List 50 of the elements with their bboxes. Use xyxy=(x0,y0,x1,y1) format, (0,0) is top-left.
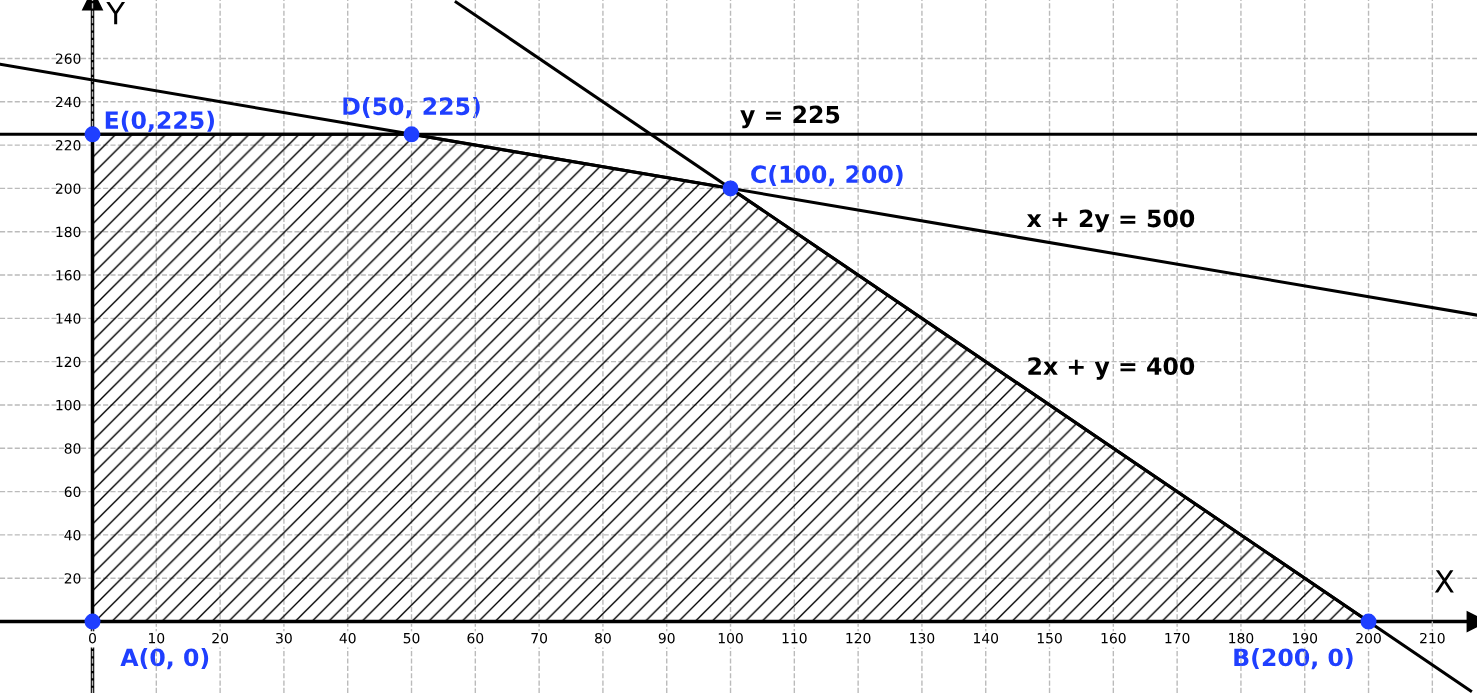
x-tick-label: 40 xyxy=(339,632,356,644)
y-tick-label: 80 xyxy=(64,443,81,454)
x-tick-label: 80 xyxy=(595,632,611,644)
x-tick-label: 90 xyxy=(658,632,675,644)
point xyxy=(403,126,420,143)
y-tick-label: 220 xyxy=(55,140,81,151)
data-label: E(0,225) xyxy=(105,110,214,133)
x-tick-label: 120 xyxy=(846,632,871,644)
y-tick-label: 200 xyxy=(55,183,81,194)
annotation: x + 2y = 500 xyxy=(1026,209,1195,233)
y-tick-label: 180 xyxy=(56,226,81,238)
x-tick-label: 60 xyxy=(467,632,484,644)
y-tick-label: 260 xyxy=(55,53,81,64)
point xyxy=(84,126,101,143)
point xyxy=(1360,613,1377,630)
x-tick-label: 20 xyxy=(212,632,229,644)
annotation: 2x + y = 400 xyxy=(1028,357,1195,380)
y-tick-label: 240 xyxy=(55,96,81,108)
x-tick-label: 150 xyxy=(1037,632,1062,644)
y-tick-label: 100 xyxy=(56,399,81,411)
x-tick-label: 180 xyxy=(1229,632,1254,644)
x-tick-label: 30 xyxy=(276,632,292,644)
y-tick-label: 60 xyxy=(64,486,81,498)
point xyxy=(722,180,739,197)
x-tick-label: 100 xyxy=(718,632,743,644)
data-label: A(0, 0) xyxy=(120,648,209,670)
x-tick-label: 160 xyxy=(1101,632,1126,644)
x-tick-label: 70 xyxy=(531,632,548,644)
data-label: D(50, 225) xyxy=(343,96,480,119)
x-tick-label: 200 xyxy=(1356,632,1381,644)
x-tick-label: 190 xyxy=(1293,632,1318,644)
data-label: B(200, 0) xyxy=(1234,648,1353,670)
x-tick-label: 110 xyxy=(782,632,807,644)
x-tick-label: 50 xyxy=(403,632,420,644)
y-tick-label: 160 xyxy=(56,270,81,281)
y-tick-label: 20 xyxy=(64,573,81,584)
x-tick-label: 130 xyxy=(910,632,935,644)
y-tick-label: 140 xyxy=(56,313,81,324)
annotation: y = 225 xyxy=(740,105,840,129)
point xyxy=(84,613,101,630)
y-tick-label: 40 xyxy=(64,529,81,541)
x-axis-title: X xyxy=(1434,570,1454,593)
x-tick-label: 210 xyxy=(1420,632,1445,644)
y-axis-title: Y xyxy=(106,1,126,25)
x-tick-label: 0 xyxy=(89,632,97,644)
x-tick-label: 10 xyxy=(149,632,165,644)
x-tick-label: 140 xyxy=(974,632,999,644)
x-tick-label: 170 xyxy=(1165,632,1190,644)
data-label: C(100, 200) xyxy=(751,164,903,187)
y-tick-label: 120 xyxy=(56,356,81,368)
